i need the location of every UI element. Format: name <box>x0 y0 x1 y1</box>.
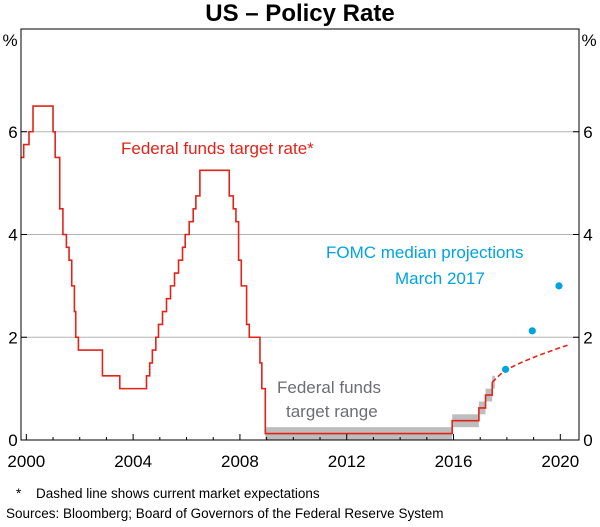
footnote-sources: Sources: Bloomberg; Board of Governors o… <box>6 506 444 521</box>
footnote-dashed-line: * Dashed line shows current market expect… <box>6 484 443 504</box>
axis-ticks <box>21 131 579 441</box>
x-tick-label-2016: 2016 <box>435 452 473 471</box>
x-tick-label-2008: 2008 <box>221 452 259 471</box>
axis-labels: 0 0 2 2 4 4 6 6% % 2000 2004 2008 2012 2016 2020 <box>2 31 596 471</box>
footnote-star: * <box>16 486 22 501</box>
target-range-segment-4 <box>492 375 495 389</box>
y-tick-label-right-0: 0 <box>583 431 592 450</box>
fomc-annotation-line1: FOMC median projections <box>326 243 524 262</box>
y-tick-label-right-6: 6 <box>583 123 592 142</box>
fomc-projection-point-2 <box>555 282 563 290</box>
y-tick-label-right-4: 4 <box>583 226 592 245</box>
target-range-annotation-line1: Federal funds <box>277 378 381 397</box>
target-rate-annotation: Federal funds target rate* <box>121 139 314 158</box>
market-expectations-dashed-line <box>491 344 569 383</box>
target-range-annotation-line2: target range <box>286 402 378 421</box>
y-tick-label-left-6: 6 <box>8 123 17 142</box>
target-rate-line <box>21 105 569 435</box>
footnote-note: Dashed line shows current market expecta… <box>36 486 320 501</box>
footnotes: * Dashed line shows current market expect… <box>6 484 443 524</box>
x-tick-label-2020: 2020 <box>541 452 579 471</box>
y-unit-right: % <box>581 31 596 50</box>
x-tick-label-2004: 2004 <box>114 452 152 471</box>
y-tick-label-left-2: 2 <box>8 328 17 347</box>
chart-title: US – Policy Rate <box>205 0 395 27</box>
y-tick-label-left-4: 4 <box>8 226 17 245</box>
fomc-projection-point-1 <box>528 327 536 335</box>
fomc-annotation-line2: March 2017 <box>395 269 485 288</box>
y-tick-label-left-0: 0 <box>8 431 17 450</box>
y-tick-label-right-2: 2 <box>583 328 592 347</box>
target-rate-step-line <box>21 105 494 435</box>
gridlines <box>21 131 579 338</box>
x-tick-label-2000: 2000 <box>7 452 45 471</box>
fomc-projection-points <box>501 282 563 373</box>
y-unit-left: % <box>2 31 17 50</box>
x-tick-label-2012: 2012 <box>328 452 366 471</box>
fomc-projection-point-0 <box>501 365 510 373</box>
